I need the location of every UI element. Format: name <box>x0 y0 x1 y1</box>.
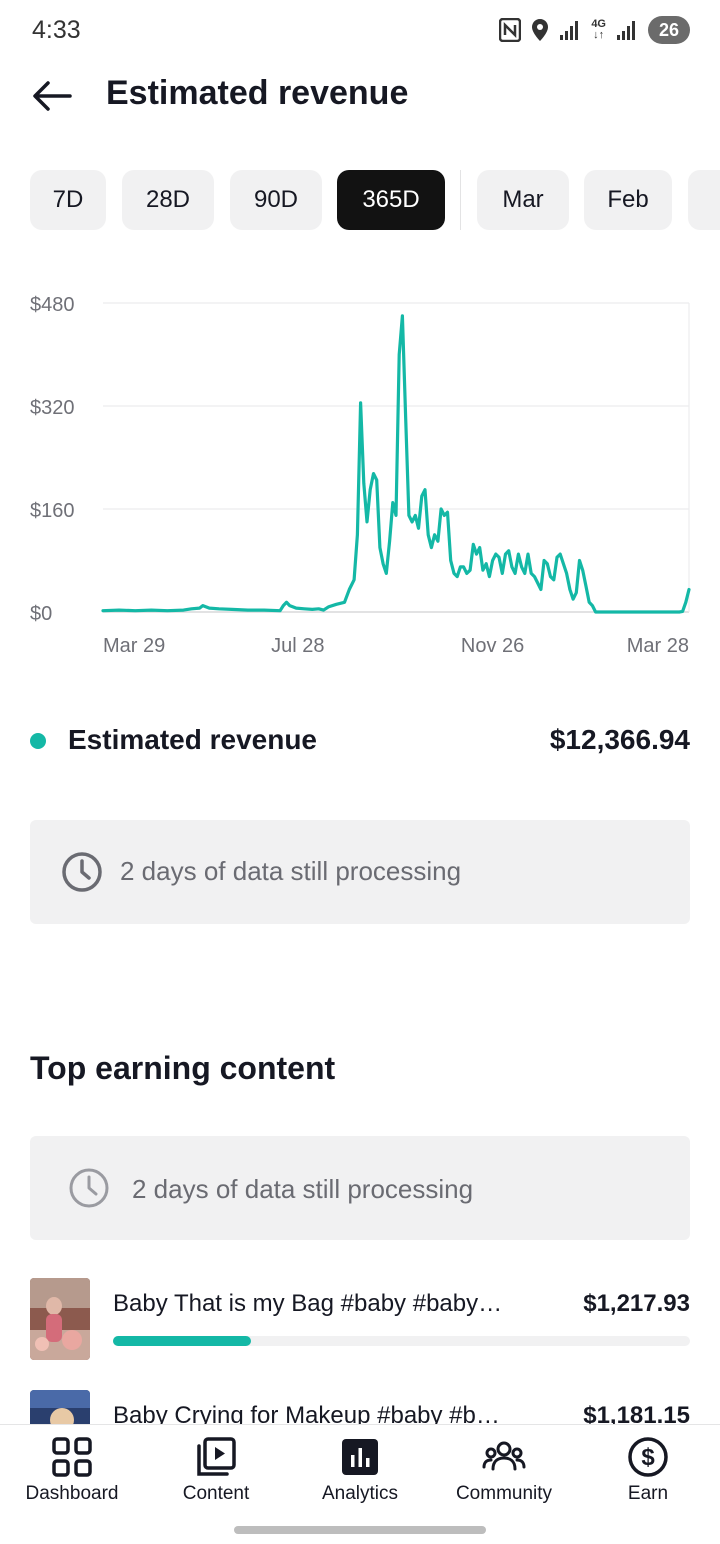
dashboard-icon <box>52 1437 92 1477</box>
legend-row: Estimated revenue $12,366.94 <box>30 720 690 764</box>
revenue-chart: $480 $320 $160 $0 Mar 29 Jul 28 Nov 26 Mar 28 <box>0 280 720 670</box>
clock-icon <box>69 1168 109 1208</box>
y-tick-label: $0 <box>30 603 52 625</box>
legend-label: Estimated revenue <box>68 724 317 755</box>
nav-dashboard[interactable]: Dashboard <box>0 1425 144 1521</box>
chip-feb[interactable]: Feb <box>584 170 672 230</box>
nav-label: Community <box>455 1483 553 1504</box>
progress-fill <box>113 1336 252 1346</box>
processing-notice: 2 days of data still processing <box>30 1136 690 1240</box>
progress-track <box>113 1336 690 1346</box>
chip-label: 365D <box>362 186 420 213</box>
x-tick-label: Mar 29 <box>103 635 165 657</box>
analytics-icon <box>342 1439 378 1475</box>
item-title: Baby That is my Bag #baby #baby… <box>113 1290 503 1317</box>
chip-90d[interactable]: 90D <box>230 170 322 230</box>
nav-label: Content <box>182 1483 250 1504</box>
nav-label: Dashboard <box>25 1483 119 1504</box>
x-tick-label: Jul 28 <box>271 635 324 657</box>
legend-value: $12,366.94 <box>549 724 690 755</box>
community-icon <box>482 1441 526 1471</box>
chip-label: Feb <box>607 186 649 213</box>
status-time: 4:33 <box>32 16 81 44</box>
header: Estimated revenue <box>0 62 720 132</box>
nav-analytics[interactable]: Analytics <box>288 1425 432 1521</box>
chip-divider <box>460 170 461 230</box>
chip-jan[interactable]: J <box>688 170 720 230</box>
status-bar: 4:33 4G ↓↑ 26 <box>0 0 720 62</box>
earn-icon: $ <box>628 1437 668 1477</box>
period-chips: 7D 28D 90D 365D Mar Feb J <box>30 170 720 230</box>
chip-mar[interactable]: Mar <box>477 170 569 230</box>
notice-text: 2 days of data still processing <box>120 856 462 886</box>
home-indicator <box>234 1526 486 1534</box>
bottom-nav: Dashboard Content Analytics Community <box>0 1424 720 1544</box>
status-icons: 4G ↓↑ 26 <box>499 16 690 44</box>
chip-label: 7D <box>52 186 84 213</box>
legend-dot <box>30 733 46 749</box>
clock-icon <box>62 852 102 892</box>
y-tick-label: $160 <box>30 500 75 522</box>
nav-label: Earn <box>627 1483 669 1504</box>
content-icon <box>197 1437 236 1476</box>
nav-earn[interactable]: $ Earn <box>576 1425 720 1521</box>
notice-text: 2 days of data still processing <box>132 1174 474 1204</box>
chip-365d[interactable]: 365D <box>337 170 445 230</box>
video-thumbnail <box>30 1278 90 1360</box>
x-tick-label: Mar 28 <box>627 635 689 657</box>
chip-7d[interactable]: 7D <box>30 170 106 230</box>
y-tick-label: $480 <box>30 294 75 316</box>
revenue-chart-svg: $480 $320 $160 $0 Mar 29 Jul 28 Nov 26 Mar 28 <box>30 294 691 657</box>
back-arrow-icon <box>33 81 72 111</box>
network-type: 4G ↓↑ <box>591 18 606 41</box>
page-title: Estimated revenue <box>106 74 409 112</box>
y-tick-label: $320 <box>30 397 75 419</box>
svg-text:$: $ <box>641 1444 655 1471</box>
chip-28d[interactable]: 28D <box>122 170 214 230</box>
x-tick-label: Nov 26 <box>461 635 524 657</box>
battery-icon: 26 <box>648 16 690 44</box>
back-button[interactable] <box>28 76 76 116</box>
chip-label: 28D <box>145 186 191 213</box>
location-icon <box>532 19 549 41</box>
series-line <box>101 314 691 614</box>
section-title: Top earning content <box>30 1050 336 1086</box>
list-item[interactable]: Baby That is my Bag #baby #baby… $1,217.… <box>30 1278 690 1368</box>
nav-community[interactable]: Community <box>432 1425 576 1521</box>
item-value: $1,217.93 <box>583 1290 690 1317</box>
chip-label: Mar <box>502 186 544 213</box>
nav-label: Analytics <box>321 1483 399 1504</box>
signal-icon <box>617 21 635 40</box>
chip-label: 90D <box>253 186 299 213</box>
nfc-icon <box>499 18 522 42</box>
processing-notice: 2 days of data still processing <box>30 820 690 924</box>
signal-icon <box>560 21 579 40</box>
nav-content[interactable]: Content <box>144 1425 288 1521</box>
